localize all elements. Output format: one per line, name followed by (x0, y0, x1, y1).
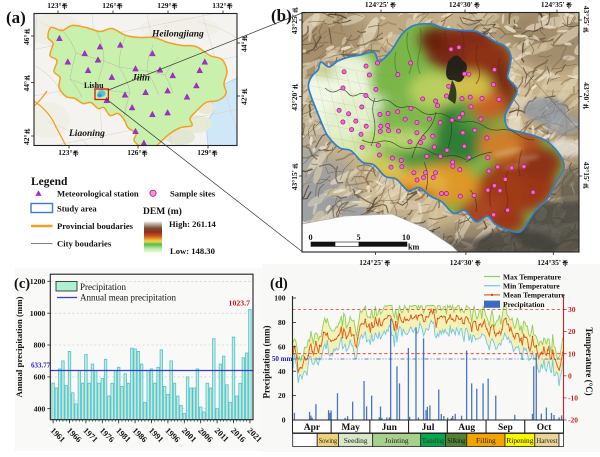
svg-text:Lishu: Lishu (84, 81, 104, 90)
svg-text:Sowing: Sowing (319, 436, 337, 445)
svg-text:43°15': 43°15' (582, 162, 591, 182)
svg-text:42°: 42° (240, 95, 249, 106)
svg-text:126°: 126° (127, 148, 141, 157)
svg-text:-20: -20 (568, 416, 578, 425)
svg-text:Ripening: Ripening (506, 436, 533, 445)
svg-text:Heilongjiang: Heilongjiang (151, 30, 204, 40)
svg-text:Annual precipitation (mm): Annual precipitation (mm) (14, 296, 24, 397)
svg-text:124°25': 124°25' (365, 0, 389, 9)
svg-text:(b): (b) (271, 6, 292, 25)
svg-text:Jun: Jun (382, 423, 398, 433)
svg-text:124°30': 124°30' (450, 258, 474, 267)
svg-text:129°: 129° (157, 1, 171, 10)
svg-text:123°: 123° (47, 1, 61, 10)
svg-text:(c): (c) (14, 276, 30, 292)
svg-text:Precipitation: Precipitation (503, 300, 545, 309)
svg-text:1023.7: 1023.7 (229, 299, 251, 308)
svg-text:Sample sites: Sample sites (170, 189, 216, 199)
svg-text:633.77: 633.77 (31, 362, 51, 370)
svg-text:10: 10 (402, 233, 410, 242)
svg-text:124°35': 124°35' (537, 258, 561, 267)
svg-text:5: 5 (357, 233, 361, 242)
svg-text:20: 20 (278, 391, 286, 400)
svg-text:Oct: Oct (537, 423, 553, 433)
svg-text:43°20': 43°20' (582, 82, 591, 102)
svg-text:Precipitation: Precipitation (80, 282, 126, 292)
svg-text:600: 600 (34, 373, 46, 382)
svg-text:44°: 44° (22, 81, 31, 92)
svg-text:124°25': 124°25' (359, 258, 383, 267)
svg-text:Apr: Apr (304, 423, 321, 433)
svg-text:Seeding: Seeding (344, 436, 368, 445)
svg-text:1200: 1200 (30, 277, 46, 286)
svg-text:(d): (d) (270, 276, 288, 292)
svg-text:Jilin: Jilin (131, 74, 150, 84)
svg-text:High: 261.14: High: 261.14 (169, 219, 216, 229)
svg-text:43°15': 43°15' (290, 170, 299, 190)
svg-text:Jul: Jul (422, 423, 435, 433)
svg-text:Min Temperature: Min Temperature (503, 282, 560, 291)
svg-text:Liaoning: Liaoning (68, 129, 105, 139)
svg-text:Silking: Silking (447, 436, 465, 445)
svg-text:Study area: Study area (57, 204, 97, 214)
svg-text:km: km (408, 243, 420, 252)
svg-text:30: 30 (568, 305, 576, 314)
svg-text:May: May (341, 423, 360, 433)
svg-text:0: 0 (282, 416, 286, 425)
svg-text:40: 40 (278, 367, 286, 376)
svg-text:Harvest: Harvest (536, 436, 558, 445)
svg-text:43°20': 43°20' (290, 91, 299, 111)
svg-text:Precipitation (mm): Precipitation (mm) (262, 325, 272, 398)
svg-text:20: 20 (568, 327, 576, 336)
svg-text:129°: 129° (197, 148, 211, 157)
svg-text:Provincial boudaries: Provincial boudaries (57, 221, 134, 231)
svg-text:0: 0 (309, 233, 313, 242)
svg-text:(a): (a) (6, 8, 26, 27)
svg-text:124°30': 124°30' (449, 0, 473, 9)
svg-text:Temperature (°C): Temperature (°C) (584, 327, 594, 395)
svg-text:Annual mean precipitation: Annual mean precipitation (80, 293, 176, 303)
svg-text:-10: -10 (568, 394, 578, 403)
svg-text:100: 100 (274, 294, 286, 303)
svg-text:Sep: Sep (498, 423, 513, 433)
svg-text:800: 800 (34, 341, 46, 350)
svg-text:400: 400 (34, 404, 46, 413)
svg-text:Low: 148.30: Low: 148.30 (170, 246, 215, 256)
svg-text:42°: 42° (22, 135, 31, 146)
svg-text:City boudaries: City boudaries (57, 239, 112, 249)
svg-text:60: 60 (278, 342, 286, 351)
svg-text:1000: 1000 (30, 309, 46, 318)
svg-text:10: 10 (568, 349, 576, 358)
svg-text:Tasseling: Tasseling (422, 436, 444, 445)
svg-text:Max Temperature: Max Temperature (503, 272, 562, 281)
svg-text:Mean Temperature: Mean Temperature (503, 291, 565, 300)
svg-text:123°: 123° (58, 148, 72, 157)
svg-text:50 mm: 50 mm (272, 355, 293, 363)
svg-text:124°35': 124°35' (541, 0, 565, 9)
svg-text:Meteorological station: Meteorological station (57, 189, 139, 199)
svg-text:43°25': 43°25' (582, 6, 591, 26)
svg-text:Aug: Aug (458, 423, 475, 433)
svg-text:46°: 46° (22, 35, 31, 46)
svg-text:132°: 132° (212, 1, 226, 10)
svg-text:0: 0 (568, 371, 572, 380)
svg-text:44°: 44° (240, 42, 249, 53)
svg-text:Filling: Filling (476, 436, 496, 445)
svg-text:Jointing: Jointing (385, 436, 409, 445)
svg-text:126°: 126° (102, 1, 116, 10)
svg-text:80: 80 (278, 318, 286, 327)
svg-text:43°25': 43°25' (290, 14, 299, 34)
svg-text:DEM (m): DEM (m) (143, 206, 182, 217)
svg-text:Legend: Legend (31, 176, 68, 188)
